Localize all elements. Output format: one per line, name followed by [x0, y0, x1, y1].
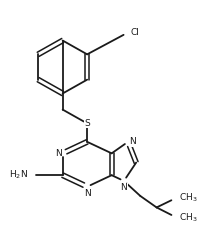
- Text: Cl: Cl: [129, 28, 138, 37]
- Text: $\mathrm{H_{2}N}$: $\mathrm{H_{2}N}$: [9, 169, 28, 182]
- Text: S: S: [84, 119, 90, 128]
- Text: N: N: [55, 149, 61, 158]
- Text: N: N: [83, 189, 90, 198]
- Text: N: N: [120, 183, 127, 192]
- Text: $\mathrm{CH_{3}}$: $\mathrm{CH_{3}}$: [178, 191, 197, 204]
- Text: N: N: [128, 137, 135, 146]
- Text: $\mathrm{CH_{3}}$: $\mathrm{CH_{3}}$: [178, 212, 197, 224]
